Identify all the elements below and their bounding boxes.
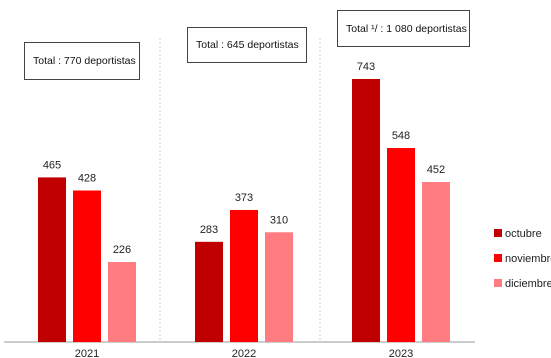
legend-label-noviembre: noviembre [505,253,551,265]
data-label-noviembre-2022: 373 [235,192,253,204]
bar-noviembre-2023 [387,148,415,342]
data-label-octubre-2022: 283 [200,224,218,236]
data-label-diciembre-2022: 310 [270,214,288,226]
total-box-2022: Total : 645 deportistas [187,27,307,63]
x-tick-label-2022: 2022 [232,348,256,358]
legend-label-diciembre: diciembre [505,278,551,290]
data-label-noviembre-2023: 548 [392,130,410,142]
bar-octubre-2023 [352,79,380,342]
data-label-noviembre-2021: 428 [78,173,96,185]
bar-diciembre-2022 [265,232,293,342]
legend-swatch-noviembre [494,254,502,262]
bar-diciembre-2023 [422,182,450,342]
data-label-octubre-2023: 743 [357,61,375,73]
bar-diciembre-2021 [108,262,136,342]
x-tick-label-2021: 2021 [75,348,99,358]
data-label-diciembre-2023: 452 [427,164,445,176]
legend-swatch-diciembre [494,279,502,287]
legend: octubre noviembre diciembre [494,228,551,290]
data-label-diciembre-2021: 226 [113,244,131,256]
legend-swatch-octubre [494,229,502,237]
total-box-2021: Total : 770 deportistas [24,42,140,80]
data-label-octubre-2021: 465 [43,159,61,171]
total-box-2023: Total ¹/ : 1 080 deportistas [337,10,470,47]
x-tick-label-2023: 2023 [389,348,413,358]
bars-layer: 465 428 226 2021 283 373 310 2022 743 548 452 2023 [38,61,450,358]
bar-octubre-2022 [195,241,223,342]
legend-label-octubre: octubre [505,228,542,240]
bar-octubre-2021 [38,177,66,342]
bar-noviembre-2021 [73,190,101,342]
bar-noviembre-2022 [230,209,258,342]
